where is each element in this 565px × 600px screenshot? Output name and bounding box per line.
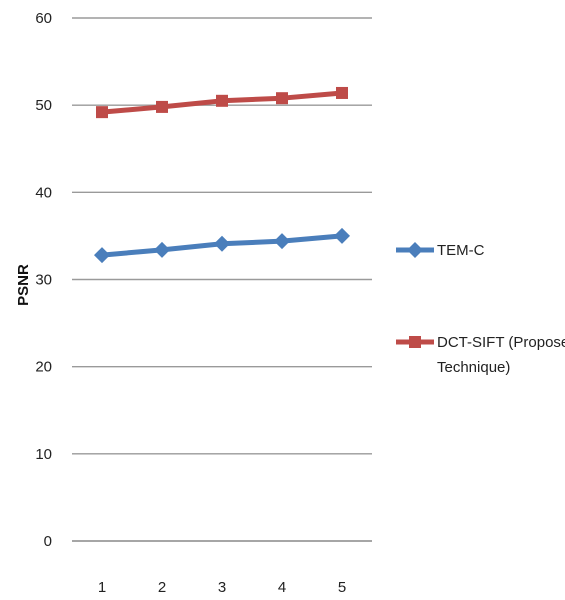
x-tick-label: 5 (338, 579, 346, 596)
legend-label: TEM-C (437, 242, 485, 259)
y-tick-label: 40 (35, 184, 52, 201)
legend-label: Technique) (437, 359, 510, 376)
legend-label: DCT-SIFT (Proposed (437, 334, 565, 351)
y-tick-label: 0 (44, 533, 52, 550)
legend-item: DCT-SIFT (Proposed Technique) (396, 334, 565, 376)
legend-item: TEM-C (396, 242, 485, 259)
x-tick-label: 4 (278, 579, 286, 596)
data-point (276, 92, 288, 105)
y-tick-label: 30 (35, 272, 52, 289)
x-tick-label: 1 (98, 579, 106, 596)
series-group (94, 86, 350, 264)
x-tick-label: 3 (218, 579, 226, 596)
data-point (154, 241, 170, 258)
data-point (96, 106, 108, 119)
data-point (334, 227, 350, 244)
data-point (216, 94, 228, 107)
y-tick-label: 60 (35, 10, 52, 27)
y-tick-label: 20 (35, 359, 52, 376)
y-tick-label: 10 (35, 446, 52, 463)
series-2 (96, 86, 348, 119)
legend: TEM-C DCT-SIFT (Proposed Technique) (396, 242, 565, 376)
x-axis-tick-labels: 1 2 3 4 5 (98, 579, 346, 596)
x-tick-label: 2 (158, 579, 166, 596)
data-point (274, 233, 290, 250)
data-point (214, 235, 230, 252)
y-tick-label: 50 (35, 97, 52, 114)
y-axis-tick-labels: 0 10 20 30 40 50 60 (35, 10, 52, 550)
series-1 (94, 227, 350, 264)
data-point (94, 247, 110, 264)
data-point (336, 86, 348, 99)
legend-marker (407, 242, 423, 258)
y-axis-label: PSNR (15, 264, 32, 306)
legend-marker (409, 336, 421, 348)
data-point (156, 100, 168, 113)
